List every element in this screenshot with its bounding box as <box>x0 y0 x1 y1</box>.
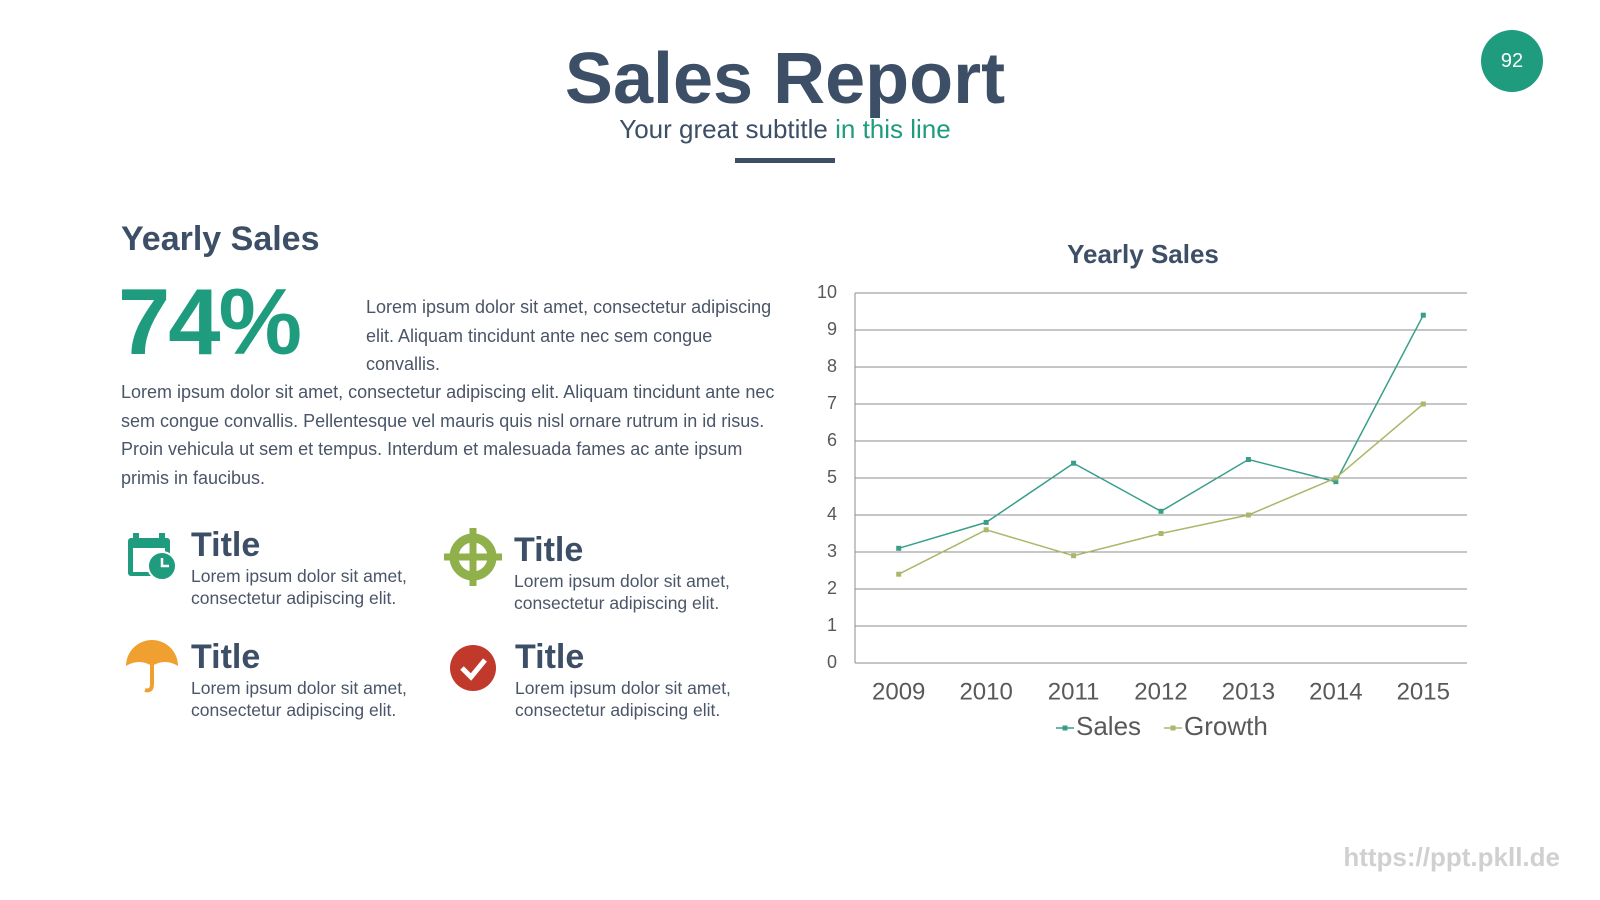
y-tick-label: 5 <box>827 467 837 487</box>
y-tick-label: 3 <box>827 541 837 561</box>
legend-swatch <box>1062 725 1068 731</box>
x-tick-label: 2010 <box>959 678 1012 705</box>
x-tick-label: 2009 <box>872 678 925 705</box>
legend-label: Growth <box>1184 711 1268 741</box>
y-tick-label: 9 <box>827 319 837 339</box>
subtitle: Your great subtitle in this line <box>0 114 1570 145</box>
point-marker <box>1158 531 1164 536</box>
x-tick-label: 2011 <box>1048 678 1100 705</box>
page-number: 92 <box>1481 30 1543 92</box>
y-tick-label: 1 <box>827 615 837 635</box>
item: Title Lorem ipsum dolor sit amet, consect… <box>191 638 441 721</box>
y-tick-label: 6 <box>827 430 837 450</box>
item-title: Title <box>191 526 261 564</box>
item-text: Lorem ipsum dolor sit amet, consectetur … <box>514 571 730 613</box>
point-marker <box>983 527 989 533</box>
item: Title Lorem ipsum dolor sit amet, consect… <box>191 526 441 609</box>
y-tick-label: 0 <box>827 652 837 672</box>
point-marker <box>896 571 902 577</box>
chart-title: Yearly Sales <box>1067 239 1219 269</box>
point-marker <box>896 545 902 551</box>
y-tick-label: 7 <box>827 393 837 413</box>
icon-target <box>444 528 502 586</box>
watermark: https://ppt.pkll.de <box>1343 842 1560 872</box>
legend-label: Sales <box>1076 711 1141 741</box>
title-rule <box>735 158 835 163</box>
icon-calendar <box>128 533 177 581</box>
intro-text: Lorem ipsum dolor sit amet, consectetur … <box>366 297 772 374</box>
item: Title Lorem ipsum dolor sit amet, consect… <box>514 531 764 614</box>
item-title: Title <box>515 638 585 676</box>
point-marker <box>983 519 989 525</box>
point-marker <box>1420 401 1426 407</box>
section-heading: Yearly Sales <box>121 220 320 258</box>
x-tick-label: 2013 <box>1222 678 1275 705</box>
item-text: Lorem ipsum dolor sit amet, consectetur … <box>191 566 407 608</box>
y-tick-label: 10 <box>817 282 837 302</box>
point-marker <box>1245 457 1251 462</box>
item-text: Lorem ipsum dolor sit amet, consectetur … <box>191 678 407 720</box>
x-tick-label: 2012 <box>1134 678 1187 705</box>
y-tick-label: 8 <box>827 356 837 376</box>
icon-check <box>450 645 496 691</box>
point-marker <box>1333 479 1339 485</box>
subtitle-text: Your great subtitle <box>619 114 828 144</box>
series-line <box>898 403 1424 575</box>
icon-umbrella <box>126 640 178 693</box>
point-marker <box>1071 460 1077 466</box>
item: Title Lorem ipsum dolor sit amet, consect… <box>515 638 765 721</box>
x-tick-label: 2015 <box>1397 678 1450 705</box>
point-marker <box>1158 508 1164 514</box>
subtitle-accent: in this line <box>835 114 951 144</box>
point-marker <box>1245 512 1251 518</box>
point-marker <box>1333 475 1339 481</box>
x-tick-label: 2014 <box>1309 678 1362 705</box>
point-marker <box>1420 312 1426 318</box>
point-marker <box>1071 553 1077 559</box>
legend-swatch <box>1170 725 1176 731</box>
item-title: Title <box>514 531 584 569</box>
item-text: Lorem ipsum dolor sit amet, consectetur … <box>515 678 731 720</box>
y-tick-label: 4 <box>827 504 837 524</box>
y-tick-label: 2 <box>827 578 837 598</box>
body-text: Lorem ipsum dolor sit amet, consectetur … <box>121 382 775 488</box>
big-percent: 74% <box>118 269 302 374</box>
title: Sales Report <box>564 39 1006 119</box>
item-title: Title <box>191 638 261 676</box>
